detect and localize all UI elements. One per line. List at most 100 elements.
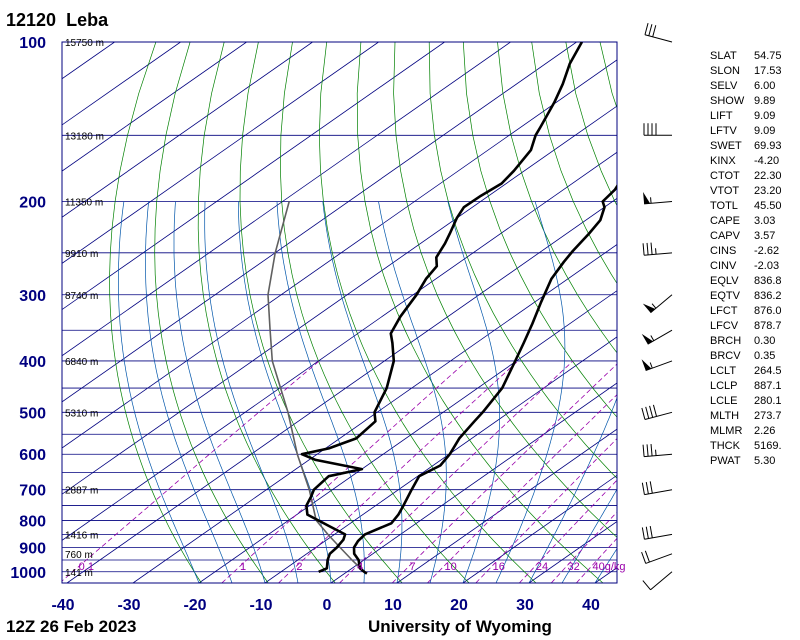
index-value: 836.2 xyxy=(754,290,782,302)
barb-half-flag xyxy=(649,362,653,369)
index-value: 2.26 xyxy=(754,425,776,437)
barb-staff xyxy=(645,553,673,564)
index-value: -4.20 xyxy=(754,155,780,167)
barb-flag xyxy=(652,25,657,37)
wind-barbs xyxy=(641,23,673,591)
index-row: LFCV 878.7 xyxy=(710,320,800,335)
wind-barb xyxy=(641,329,673,345)
station-name: Leba xyxy=(66,10,109,30)
index-row: BRCV 0.35 xyxy=(710,350,800,365)
mixing-ratio-line xyxy=(339,360,574,583)
barb-pennant xyxy=(641,359,652,371)
height-label: 13180 m xyxy=(65,131,104,142)
index-value: 264.5 xyxy=(754,365,782,377)
station-number: 12120 xyxy=(6,10,57,30)
isotherm-line xyxy=(0,42,49,583)
isotherm-line xyxy=(396,428,617,583)
index-row: BRCH 0.30 xyxy=(710,335,800,350)
isotherm-line xyxy=(62,42,247,172)
pressure-tick-label: 1000 xyxy=(10,565,46,582)
moist-adiabat-line xyxy=(238,201,332,583)
mixing-ratio-label: 24 xyxy=(536,561,548,573)
barb-staff xyxy=(650,294,673,314)
pressure-tick-label: 200 xyxy=(19,194,46,211)
barb-half-flag xyxy=(651,303,657,309)
mixing-ratio-label: 40g/kg xyxy=(592,561,625,573)
isotherm-line xyxy=(62,42,115,80)
isotherm-line xyxy=(66,197,617,583)
index-row: VTOT 23.20 xyxy=(710,185,800,200)
mixing-ratio-line xyxy=(519,479,617,583)
height-label: 5310 m xyxy=(65,408,98,419)
barb-flag xyxy=(646,444,649,457)
profiles xyxy=(267,42,617,575)
temperature-tick-label: -40 xyxy=(51,597,74,614)
mixing-ratio-label: 0.1 xyxy=(79,561,94,573)
barb-flag xyxy=(649,481,653,494)
wind-barb xyxy=(641,481,673,496)
temperature-tick-label: 40 xyxy=(582,597,600,614)
index-name: LIFT xyxy=(710,110,733,122)
barb-staff xyxy=(644,200,673,205)
wind-barb xyxy=(643,123,672,136)
barb-flag xyxy=(646,242,649,255)
index-name: SHOW xyxy=(710,95,745,107)
index-name: CAPV xyxy=(710,230,740,242)
height-label: 6840 m xyxy=(65,357,98,368)
barb-flag xyxy=(641,551,647,564)
plot-frame xyxy=(61,41,618,584)
mixing-ratio-line xyxy=(221,360,468,583)
index-row: CAPV 3.57 xyxy=(710,230,800,245)
barb-pennant xyxy=(643,191,651,204)
mixing-ratio-line xyxy=(427,394,617,583)
dry-adiabat-line xyxy=(280,42,470,583)
index-name: SWET xyxy=(710,140,742,152)
moist-adiabat-line xyxy=(173,201,266,583)
index-name: PWAT xyxy=(710,455,741,467)
sounding-datetime: 12Z 26 Feb 2023 xyxy=(6,617,137,636)
moist-adiabat-line xyxy=(528,396,617,583)
index-name: KINX xyxy=(710,155,736,167)
barb-staff xyxy=(644,411,673,421)
index-row: SLAT 54.75 xyxy=(710,50,800,65)
index-row: CTOT 22.30 xyxy=(710,170,800,185)
barb-flag xyxy=(650,242,653,255)
dry-adiabat-line xyxy=(356,42,604,583)
mixing-ratio-line xyxy=(391,363,617,583)
moist-adiabat-line xyxy=(495,201,566,583)
barb-flag xyxy=(641,527,645,540)
temperature-tick-label: 10 xyxy=(384,597,402,614)
index-row: KINX -4.20 xyxy=(710,155,800,170)
barb-pennant xyxy=(642,303,656,313)
barb-flag xyxy=(644,550,650,563)
barb-flag xyxy=(644,23,649,35)
index-name: MLMR xyxy=(710,425,743,437)
index-value: 6.00 xyxy=(754,80,776,92)
index-row: SLON 17.53 xyxy=(710,65,800,80)
dry-adiabat-line xyxy=(393,42,617,538)
pressure-tick-label: 900 xyxy=(19,541,46,558)
index-value: 69.93 xyxy=(754,140,782,152)
index-value: 54.75 xyxy=(754,50,782,62)
index-row: EQTV 836.2 xyxy=(710,290,800,305)
temperature-line xyxy=(352,184,617,575)
height-label: 141 m xyxy=(65,568,93,579)
isotherm-line xyxy=(198,290,617,583)
index-name: SLON xyxy=(710,65,740,77)
mixing-ratio-label: 4 xyxy=(357,561,363,573)
index-name: TOTL xyxy=(710,200,738,212)
station-title: 12120 Leba xyxy=(6,10,108,31)
temperature-tick-label: -10 xyxy=(249,597,272,614)
data-source: University of Wyoming xyxy=(368,617,552,636)
barb-half-flag xyxy=(655,449,657,456)
dry-adiabat-line xyxy=(318,42,537,583)
barb-flag xyxy=(642,580,651,591)
index-name: THCK xyxy=(710,440,740,452)
height-label: 1416 m xyxy=(65,530,98,541)
mixing-ratio-line xyxy=(576,537,617,583)
index-value: 876.0 xyxy=(754,305,782,317)
isotherm-line xyxy=(62,42,577,403)
index-name: CINV xyxy=(710,260,737,272)
mixing-ratio-label: 32 xyxy=(567,561,579,573)
isotherm-line xyxy=(62,151,617,541)
